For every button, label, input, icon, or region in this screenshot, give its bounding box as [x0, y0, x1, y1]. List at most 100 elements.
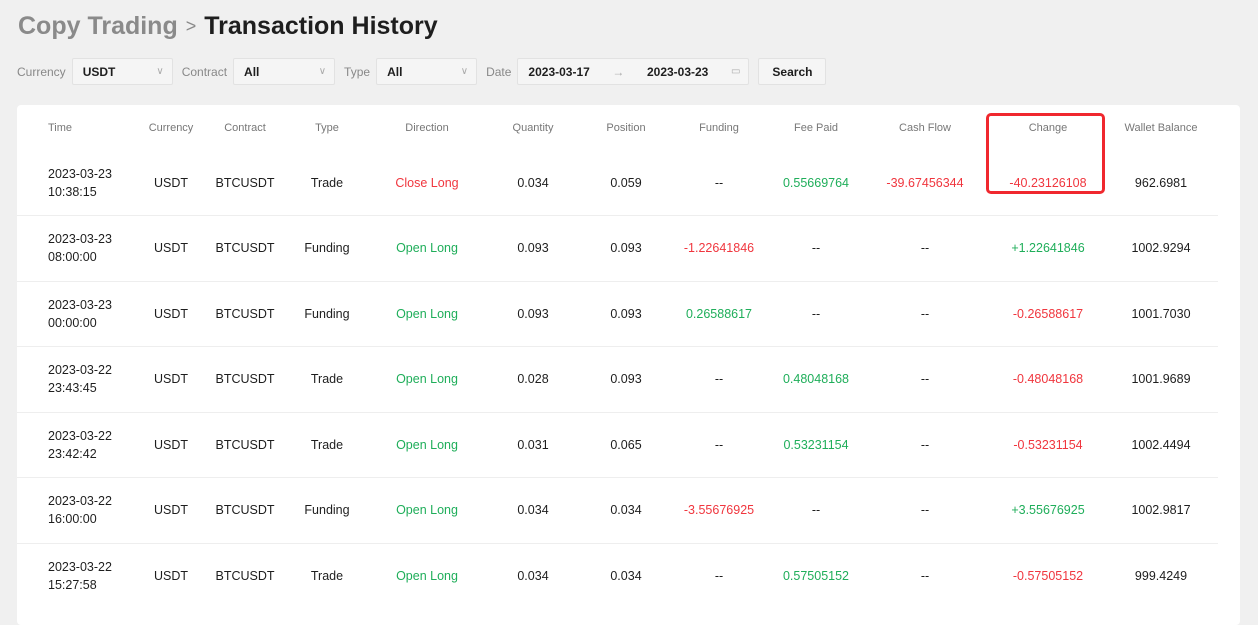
wallet-balance-cell: 1002.9817 [1104, 477, 1218, 543]
date-text: 2023-03-22 [48, 363, 112, 378]
table-header: Time Currency Contract Type Direction Quantit… [17, 105, 1218, 150]
quantity-cell: 0.034 [478, 477, 588, 543]
page-title: Transaction History [204, 12, 438, 40]
position-cell: 0.093 [588, 346, 664, 412]
contract-cell: BTCUSDT [212, 280, 278, 347]
cash-flow-cell: -- [858, 215, 992, 281]
table-row: 2023-03-22 23:42:42 USDT BTCUSDT Trade Open L… [17, 411, 1218, 478]
search-button[interactable]: Search [758, 58, 827, 85]
transaction-table: Time Currency Contract Type Direction Quantit… [17, 105, 1218, 609]
column-header: Position [606, 121, 646, 134]
date-to[interactable]: 2023-03-23 [646, 64, 709, 79]
time-cell: 2023-03-22 23:43:45 [17, 346, 130, 412]
position-cell: 0.093 [588, 280, 664, 347]
cash-flow-cell: -- [858, 542, 992, 609]
currency-value: USDT [82, 64, 116, 79]
time-cell: 2023-03-22 16:00:00 [17, 477, 130, 543]
fee-paid-cell: 0.48048168 [774, 346, 858, 412]
contract-cell: BTCUSDT [212, 346, 278, 412]
currency-select[interactable]: USDT ∨ [71, 58, 173, 85]
filter-bar: Currency USDT ∨ Contract All ∨ Type All ∨ D… [17, 58, 827, 85]
direction-cell: Open Long [376, 215, 478, 281]
direction-cell: Close Long [395, 175, 459, 190]
direction-cell: Open Long [376, 477, 478, 543]
column-header: Wallet Balance [1124, 121, 1198, 134]
funding-cell: -3.55676925 [664, 477, 774, 543]
time-text: 16:00:00 [48, 512, 97, 527]
breadcrumb-copy-trading[interactable]: Copy Trading [18, 12, 178, 40]
time-text: 23:43:45 [48, 381, 97, 396]
column-header: Fee Paid [793, 121, 839, 134]
cash-flow-cell: -- [858, 411, 992, 478]
fee-paid-cell: 0.55669764 [782, 175, 850, 190]
change-cell: +1.22641846 [992, 215, 1104, 281]
type-cell: Trade [278, 346, 376, 412]
fee-paid-cell: 0.53231154 [774, 411, 858, 478]
change-cell: -40.23126108 [1009, 175, 1087, 190]
wallet-balance-cell: 1001.7030 [1104, 280, 1218, 347]
type-cell: Trade [310, 175, 344, 190]
arrow-right-icon: → [612, 64, 625, 79]
chevron-down-icon: ∨ [318, 66, 327, 77]
change-cell: -0.53231154 [992, 411, 1104, 478]
currency-cell: USDT [130, 542, 212, 609]
transaction-table-card: Time Currency Contract Type Direction Quantit… [17, 105, 1240, 625]
date-range-picker[interactable]: 2023-03-17 → 2023-03-23 ▭ [517, 58, 750, 85]
date-label: Date [486, 64, 512, 79]
position-cell: 0.059 [610, 175, 642, 190]
fee-paid-cell: -- [774, 477, 858, 543]
position-cell: 0.034 [588, 542, 664, 609]
type-cell: Funding [278, 477, 376, 543]
funding-cell: -1.22641846 [664, 215, 774, 281]
currency-cell: USDT [130, 477, 212, 543]
type-cell: Funding [278, 280, 376, 347]
contract-value: All [244, 64, 260, 79]
column-header: Contract [224, 121, 266, 134]
wallet-balance-cell: 1002.9294 [1104, 215, 1218, 281]
column-header: Change [1028, 121, 1068, 134]
fee-paid-cell: -- [774, 215, 858, 281]
fee-paid-cell: 0.57505152 [774, 542, 858, 609]
contract-cell: BTCUSDT [215, 175, 275, 190]
currency-cell: USDT [130, 215, 212, 281]
quantity-cell: 0.034 [478, 542, 588, 609]
cash-flow-cell: -- [858, 346, 992, 412]
date-text: 2023-03-22 [48, 560, 112, 574]
date-text: 2023-03-23 [48, 166, 112, 181]
cash-flow-cell: -39.67456344 [886, 175, 964, 190]
funding-cell: -- [714, 175, 724, 190]
direction-cell: Open Long [376, 542, 478, 609]
type-label: Type [344, 64, 371, 79]
column-header: Type [315, 121, 339, 134]
time-cell: 2023-03-22 23:42:42 [17, 411, 130, 478]
type-cell: Trade [278, 542, 376, 609]
position-cell: 0.065 [588, 411, 664, 478]
quantity-cell: 0.031 [478, 411, 588, 478]
table-row: 2023-03-23 08:00:00 USDT BTCUSDT Funding Open… [17, 215, 1218, 281]
highlight-box [986, 113, 1105, 194]
time-cell: 2023-03-23 00:00:00 [17, 280, 130, 347]
change-cell: -0.57505152 [992, 542, 1104, 609]
time-text: 15:27:58 [48, 578, 97, 592]
date-text: 2023-03-23 [48, 232, 112, 247]
quantity-cell: 0.093 [478, 280, 588, 347]
table-row: 2023-03-23 10:38:15 USDT BTCUSDT Trade Close … [17, 150, 1218, 216]
chevron-down-icon: ∨ [460, 66, 469, 77]
position-cell: 0.034 [588, 477, 664, 543]
time-text: 23:42:42 [48, 446, 97, 461]
date-text: 2023-03-23 [48, 297, 112, 312]
date-text: 2023-03-22 [48, 428, 112, 443]
currency-label: Currency [17, 64, 66, 79]
column-header: Time [48, 121, 73, 134]
calendar-icon: ▭ [730, 66, 741, 77]
type-select[interactable]: All ∨ [376, 58, 478, 85]
date-from[interactable]: 2023-03-17 [528, 64, 590, 79]
contract-select[interactable]: All ∨ [233, 58, 336, 85]
chevron-down-icon: ∨ [156, 66, 164, 77]
fee-paid-cell: -- [774, 280, 858, 347]
table-row: 2023-03-23 00:00:00 USDT BTCUSDT Funding Open… [17, 280, 1218, 347]
column-header: Currency [148, 121, 194, 134]
wallet-balance-cell: 999.4249 [1104, 542, 1218, 609]
time-cell: 2023-03-23 08:00:00 [17, 215, 130, 281]
currency-cell: USDT [130, 411, 212, 478]
